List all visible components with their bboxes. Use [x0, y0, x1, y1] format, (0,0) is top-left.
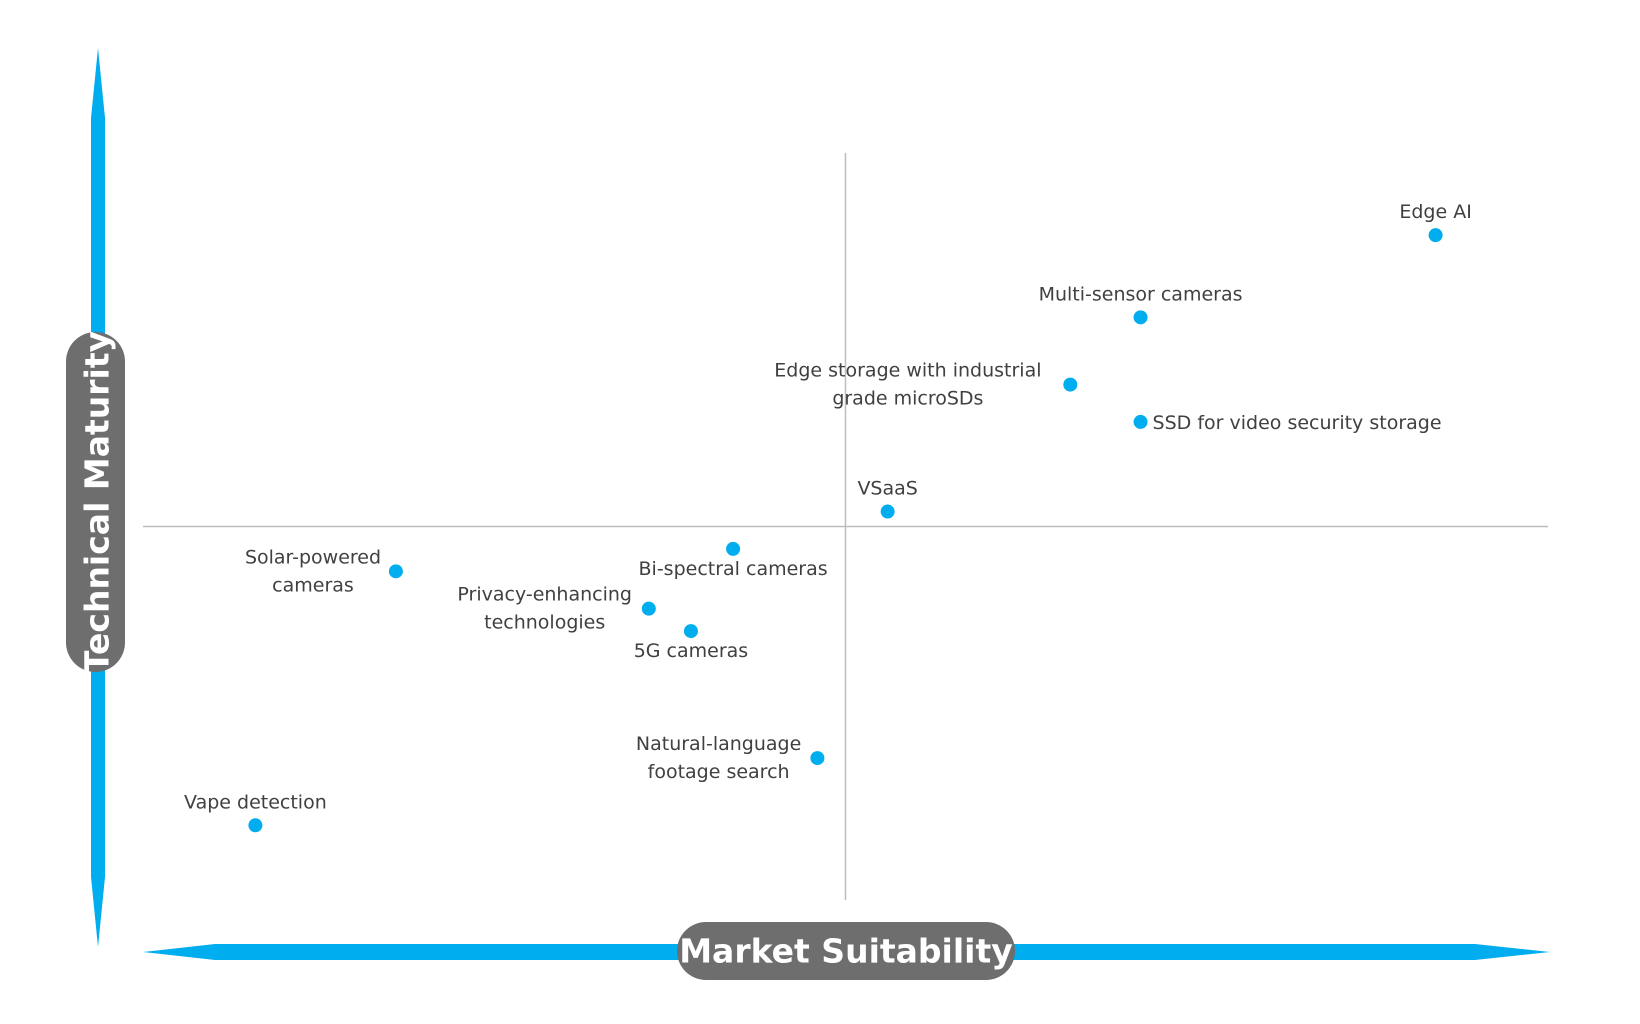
x-axis-label: Market Suitability [679, 932, 1013, 971]
point-label-vape-detection: Vape detection [184, 791, 327, 813]
point-ssd-for-video-security-storage [1133, 414, 1148, 429]
y-axis-label-pill: Technical Maturity [66, 331, 125, 673]
point-privacy-enhancing-technologies [641, 601, 656, 616]
point-edge-storage-with-industrial-grade-microsds [1063, 377, 1078, 392]
point-vsaas [880, 504, 895, 519]
point-label-privacy-enhancing-technologies: Privacy-enhancing technologies [457, 584, 632, 634]
point-label-bi-spectral-cameras: Bi-spectral cameras [639, 558, 828, 580]
point-label-edge-storage-with-industrial-grade-microsds: Edge storage with industrial grade microS… [774, 360, 1041, 410]
y-axis-label: Technical Maturity [78, 331, 117, 673]
point-label-solar-powered-cameras: Solar-powered cameras [245, 546, 381, 596]
point-label-5g-cameras: 5G cameras [634, 640, 749, 662]
point-solar-powered-cameras [388, 564, 403, 579]
point-bi-spectral-cameras [726, 541, 741, 556]
point-label-edge-ai: Edge AI [1399, 201, 1471, 223]
point-5g-cameras [683, 624, 698, 639]
x-axis-label-pill: Market Suitability [677, 922, 1015, 980]
point-edge-ai [1428, 228, 1443, 243]
point-label-natural-language-footage-search: Natural-language footage search [636, 733, 801, 783]
point-multi-sensor-cameras [1133, 310, 1148, 325]
point-vape-detection [248, 818, 263, 833]
point-natural-language-footage-search [810, 751, 825, 766]
point-label-ssd-for-video-security-storage: SSD for video security storage [1153, 412, 1442, 434]
points-layer: Edge AI Multi-sensor cameras Edge storage … [184, 201, 1472, 833]
point-label-vsaas: VSaaS [857, 478, 917, 500]
point-label-multi-sensor-cameras: Multi-sensor cameras [1039, 283, 1243, 305]
